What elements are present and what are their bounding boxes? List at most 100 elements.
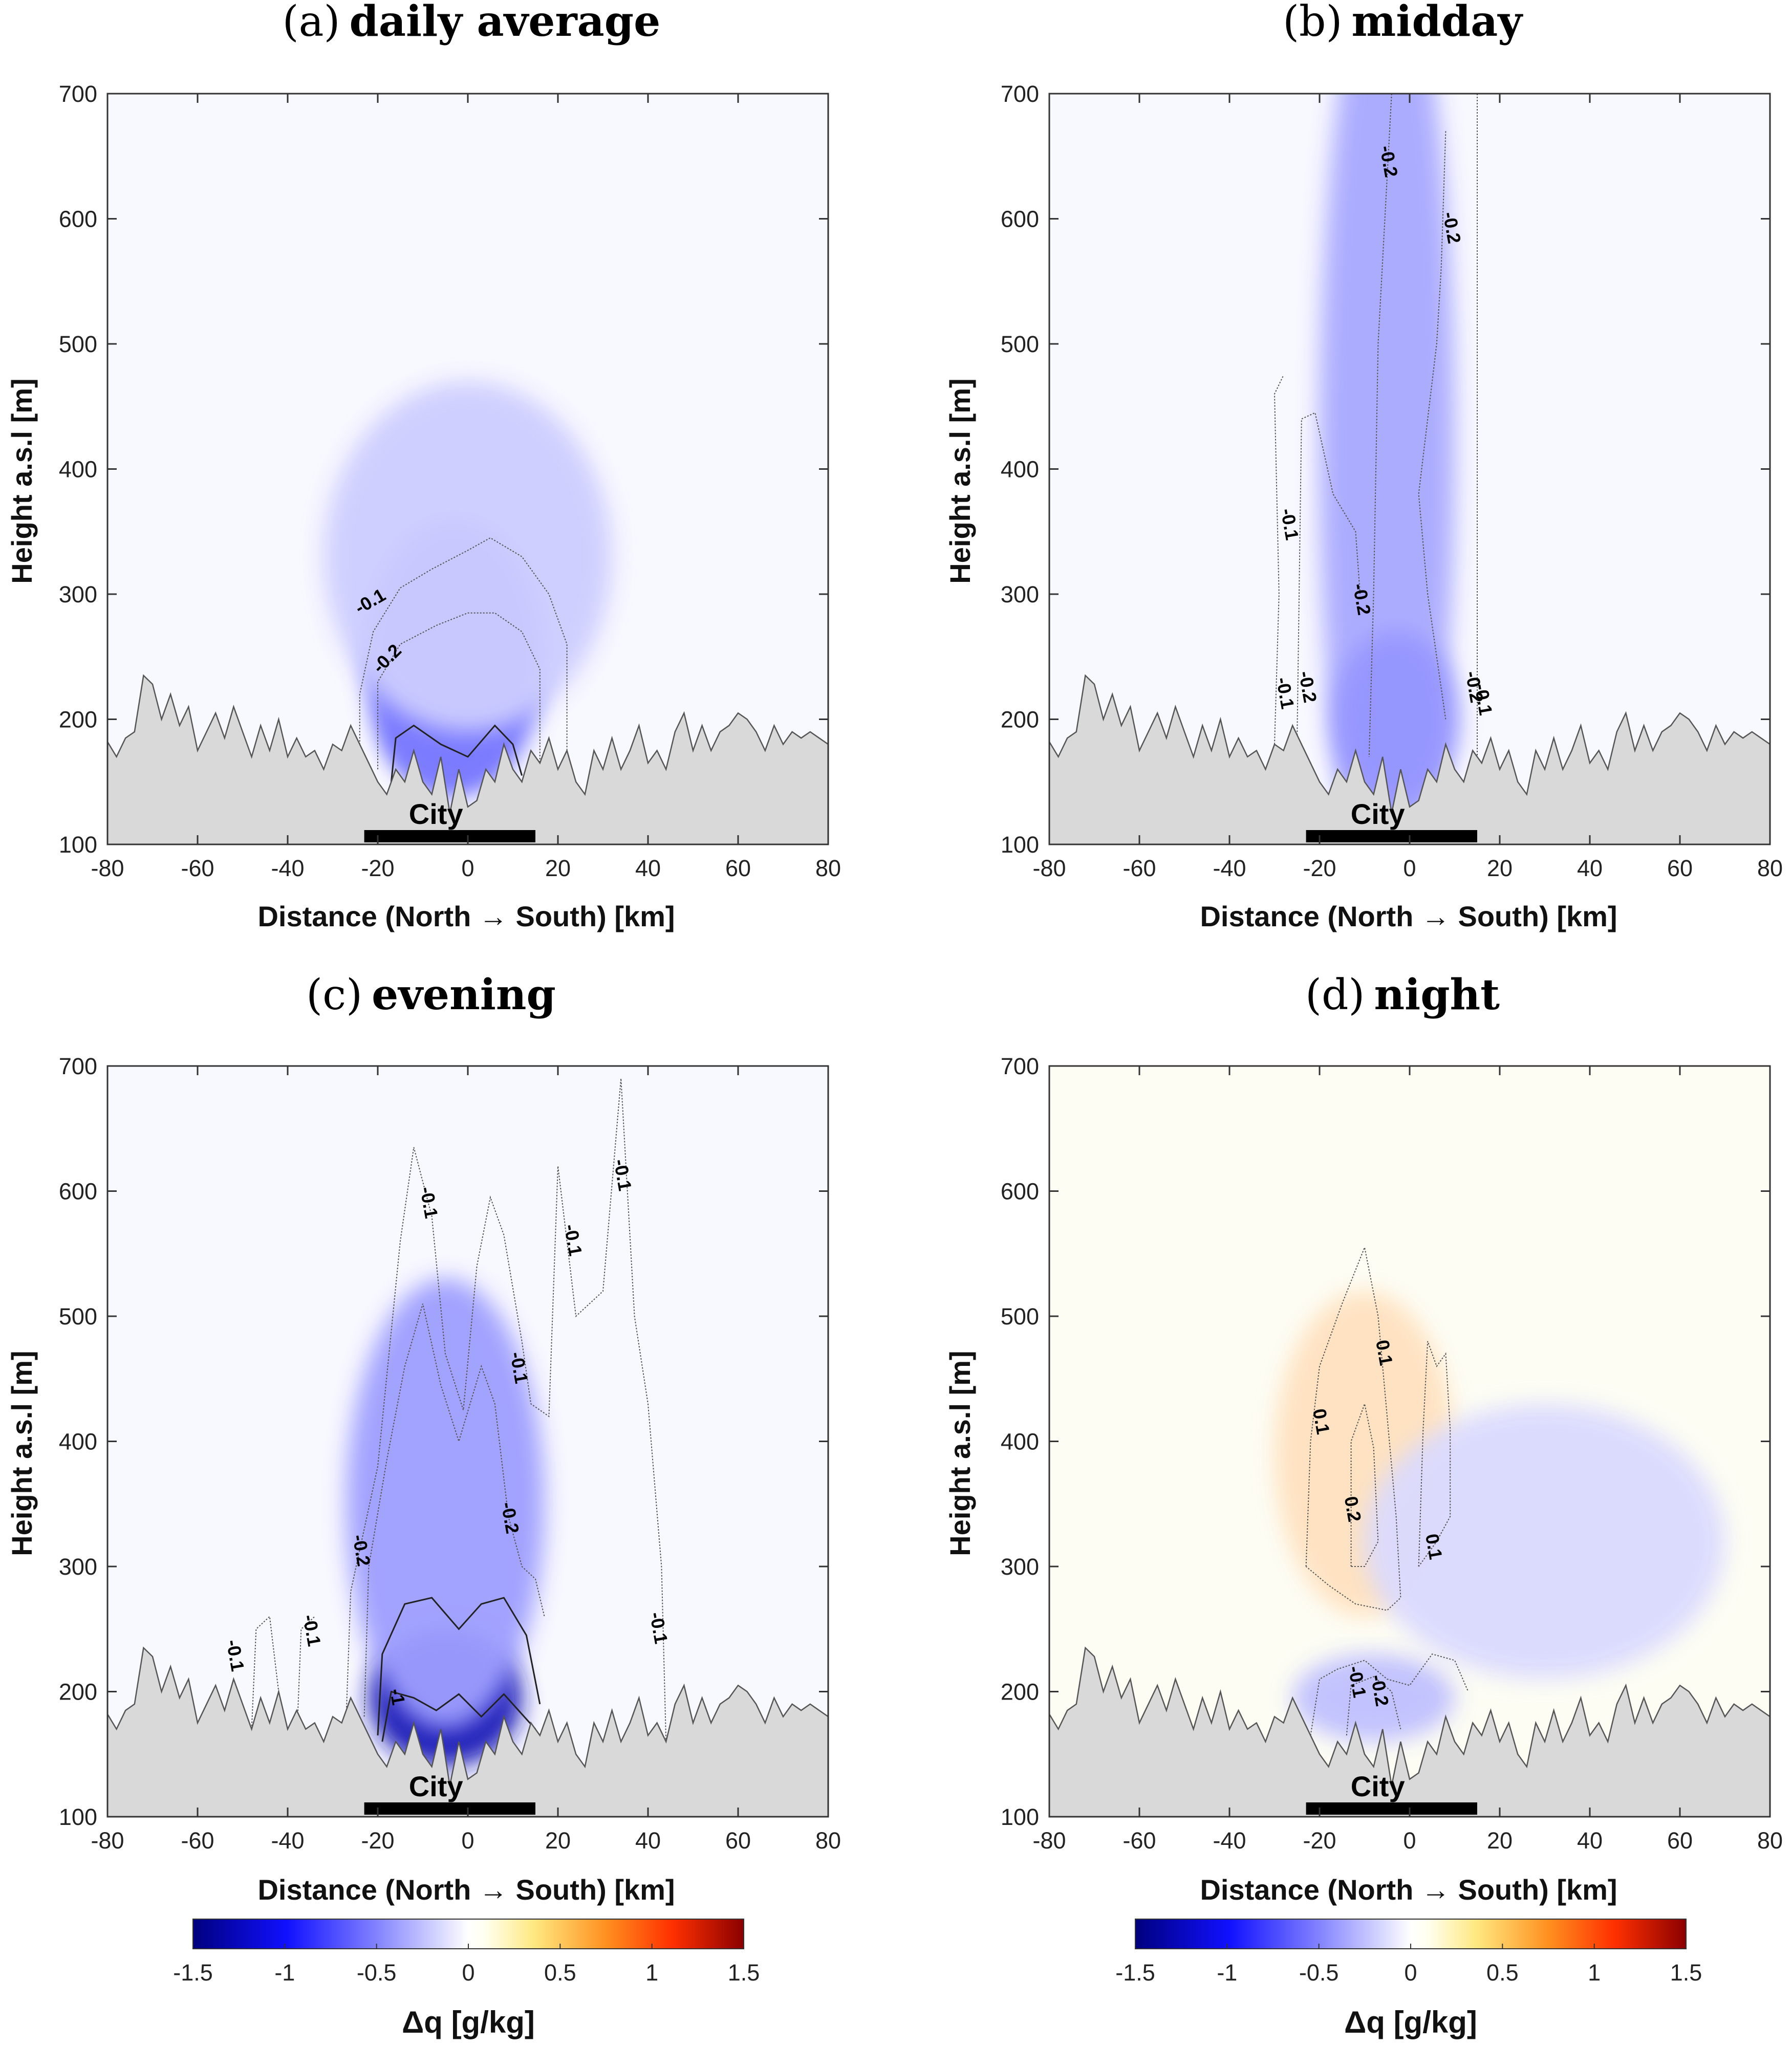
panel-d-contour-label: 0.1 <box>1309 1407 1334 1435</box>
panel-a-contours <box>359 537 568 782</box>
panel-b-ytick-label: 400 <box>1001 456 1039 483</box>
panel-a-ytick-label: 500 <box>59 331 97 357</box>
panel-c-ytick-label: 200 <box>59 1679 97 1705</box>
panel-b-field <box>1320 94 1459 844</box>
panel-d-contour-label: 0.1 <box>1372 1338 1397 1367</box>
panel-c-plot: -0.1-0.1-0.1-0.1-0.2-0.2-0.1-0.1-0.1-1Ci… <box>59 1053 841 1854</box>
panel-d-letter: (d) <box>1305 971 1365 1019</box>
panel-a-contour-line <box>359 537 568 770</box>
panel-b-contour-line <box>1368 94 1392 757</box>
colorbar-c-tick-label: -0.5 <box>357 1960 397 1986</box>
panel-d-xtick-label: 40 <box>1577 1827 1603 1854</box>
panel-a-xtick-label: 40 <box>635 855 661 881</box>
colorbar-d-tick-label: 0 <box>1404 1960 1417 1986</box>
colorbar-d-tick-label: -1 <box>1217 1960 1237 1986</box>
colorbar-d-tick-label: 0.5 <box>1486 1960 1519 1986</box>
panel-d-contour-label: 0.2 <box>1341 1495 1366 1523</box>
panel-d-contour-line <box>1350 1402 1379 1567</box>
panel-b-xtick-label: -40 <box>1213 855 1246 881</box>
panel-d-xtick-label: -80 <box>1032 1827 1066 1854</box>
panel-a-xtick-label: 80 <box>815 855 841 881</box>
panel-b-ytick-label: 600 <box>1001 206 1039 232</box>
colorbar-d-label: Δq [g/kg] <box>1344 2005 1477 2039</box>
panel-b-ytick-label: 500 <box>1001 331 1039 357</box>
panel-d-anomaly <box>1365 1404 1725 1680</box>
colorbar-c-tick-label: 1 <box>645 1960 658 1986</box>
panel-c-xtick-label: 60 <box>725 1827 751 1854</box>
panel-b-ytick-label: 300 <box>1001 581 1039 607</box>
panel-d-ytick-label: 500 <box>1001 1303 1039 1330</box>
panel-a-xtick-label: -40 <box>271 855 304 881</box>
panel-b-xtick-label: 20 <box>1487 855 1513 881</box>
panel-a-ytick-label: 400 <box>59 456 97 483</box>
panel-c: (c) evening -0.1-0.1-0.1-0.1-0.2-0.2-0.1-… <box>6 970 841 2039</box>
panel-d-xtick-label: 20 <box>1487 1827 1513 1854</box>
panel-b-contour-line <box>1273 375 1284 745</box>
panel-a-title: (a) daily average <box>283 0 661 46</box>
panel-a-ytick-label: 300 <box>59 581 97 607</box>
panel-c-city-label: City <box>409 1770 463 1802</box>
panel-c-xtick-label: 40 <box>635 1827 661 1854</box>
panel-a-xtick-label: 20 <box>545 855 571 881</box>
colorbar-c: -1.5 -1 -0.5 0 0.5 1 1.5 Δq [g/kg] <box>173 1919 760 2039</box>
panel-c-contour-line <box>296 1616 315 1742</box>
panel-d-ytick-label: 700 <box>1001 1053 1039 1079</box>
panel-c-letter: (c) <box>306 971 362 1019</box>
panel-b-xtick-label: 80 <box>1757 855 1783 881</box>
panel-b-contour-line <box>1418 131 1446 720</box>
panel-d-xtick-label: -40 <box>1213 1827 1246 1854</box>
panel-a-ylabel: Height a.s.l [m] <box>6 378 38 583</box>
panel-c-title: (c) evening <box>306 970 556 1019</box>
panel-d-ytick-label: 300 <box>1001 1554 1039 1580</box>
panel-d-terrain <box>1048 1646 1771 1818</box>
panel-c-xtick-label: 0 <box>461 1827 474 1854</box>
colorbar-d-tick-label: 1 <box>1588 1960 1601 1986</box>
panel-d-contour-line <box>1418 1341 1451 1567</box>
panel-d-contour-label: 0.1 <box>1421 1532 1446 1561</box>
panel-d-xtick-label: 0 <box>1403 1827 1416 1854</box>
panel-c-ytick-label: 600 <box>59 1179 97 1205</box>
colorbar-d-ticks: -1.5 -1 -0.5 0 0.5 1 1.5 <box>1115 1944 1702 1986</box>
panel-b-xtick-label: 0 <box>1403 855 1416 881</box>
panel-b-xtick-label: -80 <box>1032 855 1066 881</box>
panel-c-ytick-label: 500 <box>59 1303 97 1330</box>
panel-a-ytick-label: 200 <box>59 707 97 733</box>
panel-c-contour-line <box>251 1615 279 1729</box>
panel-c-xtick-label: -20 <box>361 1827 394 1854</box>
panel-c-contour-line <box>381 1690 536 1742</box>
panel-a-xtick-label: 0 <box>461 855 474 881</box>
panel-a-xtick-label: -60 <box>181 855 214 881</box>
panel-d-ytick-label: 200 <box>1001 1679 1039 1705</box>
panel-a-xlabel: Distance (North → South) [km] <box>257 900 675 932</box>
colorbar-c-tick-label: 0 <box>462 1960 474 1986</box>
panel-d-city-bar <box>1306 1802 1477 1815</box>
panel-a-contour-line <box>390 724 523 782</box>
panel-b-anomaly <box>1333 632 1459 807</box>
panel-d-ylabel: Height a.s.l [m] <box>944 1351 976 1556</box>
panel-c-xlabel: Distance (North → South) [km] <box>257 1874 675 1906</box>
panel-a-xtick-label: 60 <box>725 855 751 881</box>
panel-c-contour-line <box>346 1078 667 1742</box>
panel-d-xlabel: Distance (North → South) [km] <box>1200 1874 1617 1906</box>
panel-b-contour-line <box>1297 412 1361 745</box>
panel-c-ytick-label: 400 <box>59 1429 97 1455</box>
panel-c-xtick-label: -40 <box>271 1827 304 1854</box>
panel-a-ytick-label: 100 <box>59 832 97 858</box>
panel-b-xtick-label: -20 <box>1303 855 1336 881</box>
panel-c-ytick-label: 700 <box>59 1053 97 1079</box>
panel-c-xtick-label: -60 <box>181 1827 214 1854</box>
panel-c-anomaly <box>346 1278 545 1729</box>
panel-b-xtick-label: 40 <box>1577 855 1603 881</box>
panel-b-xtick-label: -60 <box>1122 855 1156 881</box>
panel-c-contour-label: -1 <box>386 1687 409 1707</box>
panel-b-title: (b) midday <box>1283 0 1523 46</box>
colorbar-c-tick-label: 1.5 <box>728 1960 760 1986</box>
panel-d-xtick-label: 80 <box>1757 1827 1783 1854</box>
colorbar-d: -1.5 -1 -0.5 0 0.5 1 1.5 Δq [g/kg] <box>1115 1919 1702 2039</box>
colorbar-d-tick-label: -0.5 <box>1299 1960 1339 1986</box>
panel-b-plot: -0.2-0.2-0.1-0.2-0.1-0.2 -0.2-0.1City-80-… <box>1001 81 1783 881</box>
colorbar-c-tick-label: -1 <box>274 1960 295 1986</box>
